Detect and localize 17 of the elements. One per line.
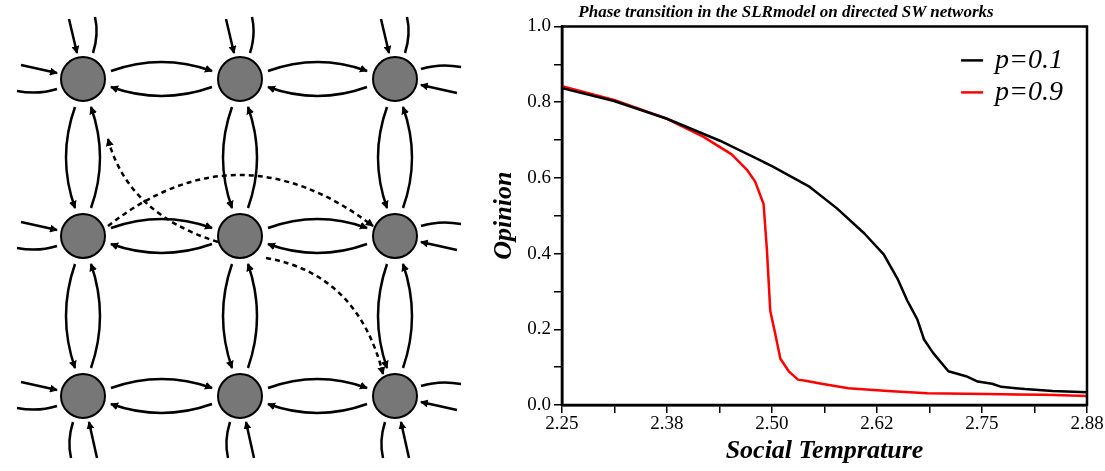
x-tick-label: 2.75	[965, 412, 999, 434]
x-tick-label: 2.62	[860, 412, 894, 434]
x-tick-label: 2.50	[755, 412, 789, 434]
y-tick-label: 0.2	[527, 317, 551, 339]
y-tick-label: 1.0	[527, 14, 551, 36]
x-tick-label: 2.25	[545, 412, 579, 434]
y-tick-label: 0.6	[527, 165, 551, 187]
y-axis-title: Opinion	[488, 171, 518, 260]
x-axis-title: Social Temprature	[725, 435, 924, 465]
y-tick-label: 0.0	[527, 392, 551, 414]
legend-label: p=0.9	[993, 74, 1064, 106]
y-tick-label: 0.4	[527, 241, 552, 263]
x-tick-label: 2.88	[1070, 412, 1104, 434]
chart-title: Phase transition in the SLRmodel on directed SW networks	[577, 1, 995, 21]
legend-label: p=0.1	[993, 42, 1064, 74]
x-tick-label: 2.38	[650, 412, 684, 434]
y-tick-label: 0.8	[527, 90, 551, 112]
